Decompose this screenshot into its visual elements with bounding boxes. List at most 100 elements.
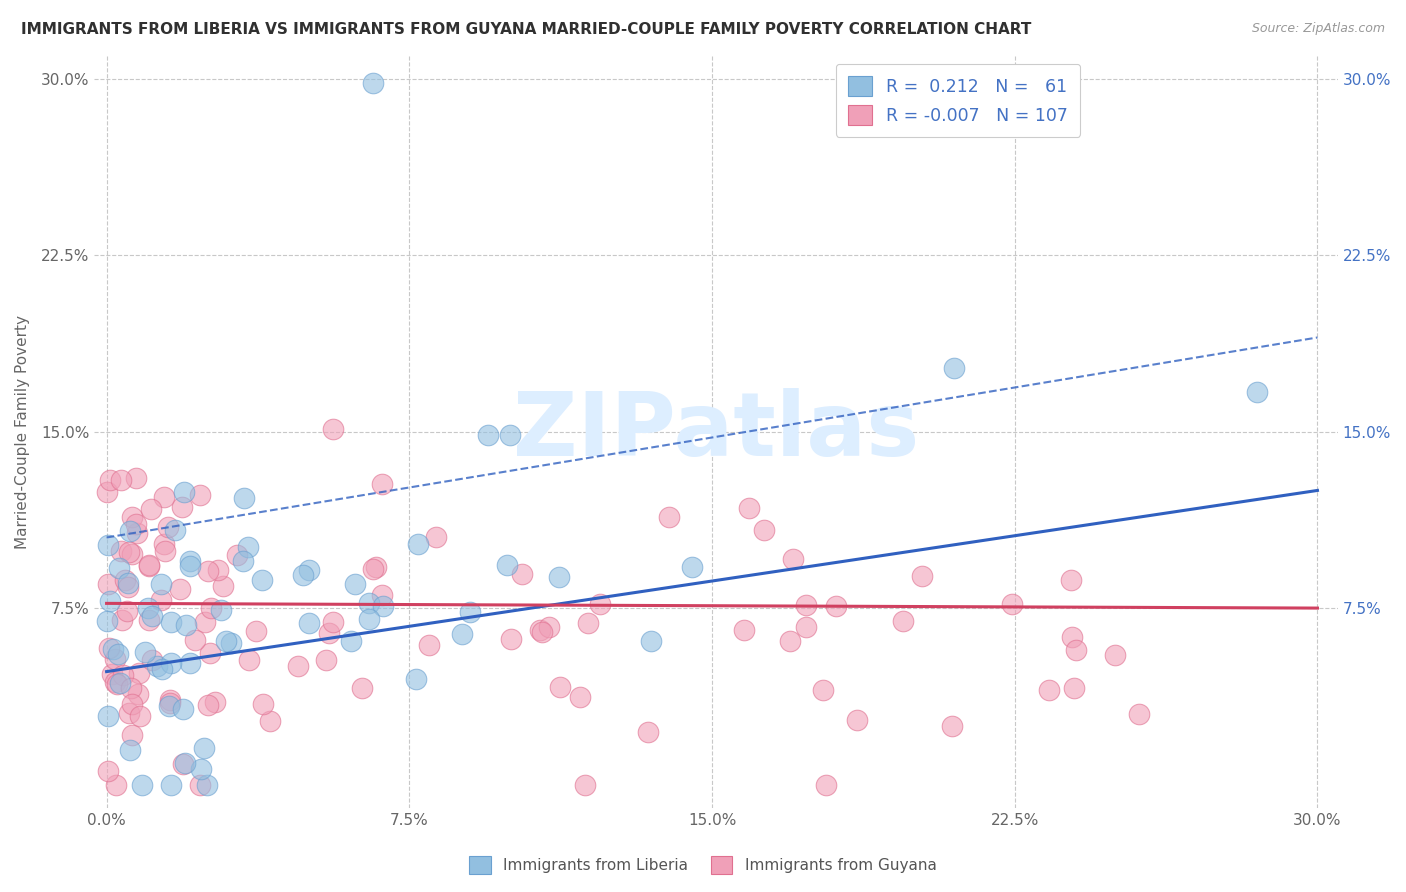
Point [117, 580, 139, 594]
Point [361, 561, 384, 575]
Point [172, 757, 194, 772]
Point [153, 544, 176, 558]
Point [118, 743, 141, 757]
Point [1060, 631, 1083, 645]
Point [357, 596, 380, 610]
Point [943, 361, 966, 376]
Point [110, 676, 132, 690]
Point [405, 672, 427, 686]
Point [530, 625, 553, 640]
Point [131, 778, 153, 792]
Point [188, 778, 211, 792]
Point [115, 604, 138, 618]
Point [97, 577, 120, 591]
Point [815, 778, 838, 792]
Text: ZIPatlas: ZIPatlas [513, 388, 920, 475]
Point [371, 599, 394, 613]
Point [548, 681, 571, 695]
Point [352, 681, 374, 695]
Point [1064, 643, 1087, 657]
Point [141, 608, 163, 623]
Legend: R =  0.212   N =   61, R = -0.007   N = 107: R = 0.212 N = 61, R = -0.007 N = 107 [837, 64, 1080, 136]
Point [1104, 648, 1126, 662]
Point [174, 618, 197, 632]
Point [136, 601, 159, 615]
Point [733, 623, 755, 637]
Point [104, 674, 127, 689]
Point [197, 564, 219, 578]
Point [548, 570, 571, 584]
Point [298, 615, 321, 630]
Point [193, 740, 215, 755]
Point [197, 698, 219, 713]
Point [107, 647, 129, 661]
Point [406, 537, 429, 551]
Point [233, 491, 256, 506]
Point [891, 614, 914, 628]
Point [121, 727, 143, 741]
Point [658, 509, 681, 524]
Point [159, 778, 181, 792]
Point [589, 597, 612, 611]
Point [782, 552, 804, 566]
Point [117, 706, 139, 720]
Point [125, 471, 148, 485]
Point [529, 624, 551, 638]
Point [150, 577, 173, 591]
Point [458, 605, 481, 619]
Point [125, 517, 148, 532]
Point [121, 547, 143, 561]
Point [179, 554, 201, 568]
Point [134, 644, 156, 658]
Point [1001, 597, 1024, 611]
Point [127, 687, 149, 701]
Point [225, 548, 247, 562]
Point [371, 587, 394, 601]
Point [238, 653, 260, 667]
Point [138, 558, 160, 572]
Point [110, 544, 132, 558]
Point [173, 485, 195, 500]
Point [824, 599, 846, 614]
Point [120, 681, 142, 695]
Point [179, 558, 201, 573]
Point [209, 603, 232, 617]
Point [190, 762, 212, 776]
Point [98, 473, 121, 487]
Point [501, 632, 523, 646]
Point [292, 568, 315, 582]
Point [157, 699, 180, 714]
Point [425, 530, 447, 544]
Point [138, 613, 160, 627]
Point [343, 577, 366, 591]
Point [141, 653, 163, 667]
Point [215, 634, 238, 648]
Point [104, 652, 127, 666]
Point [103, 641, 125, 656]
Point [340, 633, 363, 648]
Point [121, 698, 143, 712]
Point [100, 666, 122, 681]
Point [510, 566, 533, 581]
Point [160, 615, 183, 629]
Point [159, 656, 181, 670]
Point [188, 488, 211, 502]
Point [96, 485, 118, 500]
Point [574, 778, 596, 792]
Point [238, 540, 260, 554]
Point [121, 509, 143, 524]
Point [371, 477, 394, 491]
Point [97, 709, 120, 723]
Point [1060, 573, 1083, 587]
Point [910, 569, 932, 583]
Point [318, 625, 340, 640]
Point [179, 657, 201, 671]
Point [794, 620, 817, 634]
Point [779, 634, 801, 648]
Point [111, 613, 134, 627]
Point [118, 545, 141, 559]
Point [110, 473, 132, 487]
Point [418, 638, 440, 652]
Point [97, 764, 120, 779]
Point [149, 593, 172, 607]
